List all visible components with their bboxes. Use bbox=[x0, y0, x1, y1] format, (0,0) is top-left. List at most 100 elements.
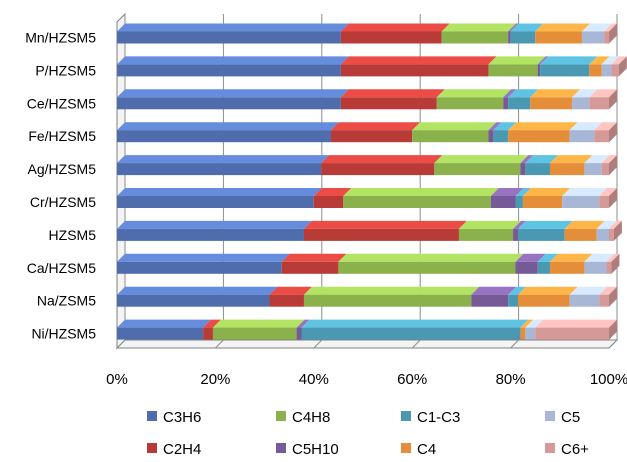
bar-segment-top bbox=[269, 286, 312, 295]
bar-segment bbox=[510, 31, 536, 44]
bar-stacks bbox=[117, 23, 627, 340]
bar-segment bbox=[508, 130, 570, 143]
bar-segment-top bbox=[303, 286, 480, 295]
bar-segment-top bbox=[441, 23, 517, 32]
bar-segment bbox=[117, 196, 314, 208]
x-tick-label: 0% bbox=[106, 371, 128, 388]
bar-segment bbox=[412, 130, 489, 143]
gridline-floor bbox=[116, 339, 126, 349]
bar-segment-top bbox=[117, 56, 349, 65]
bar-segment-top bbox=[117, 155, 330, 164]
legend-item: C1-C3 bbox=[401, 409, 460, 426]
bar-row bbox=[117, 89, 617, 110]
bar-segment-top bbox=[549, 155, 593, 164]
bar-segment-top bbox=[340, 23, 450, 32]
bar-segment bbox=[513, 228, 518, 241]
bar-segment-top bbox=[471, 286, 517, 295]
bar-segment-top bbox=[343, 188, 499, 196]
bar-segment-top bbox=[589, 56, 610, 65]
y-tick-label: Mn/HZSM5 bbox=[25, 30, 96, 46]
bar-segment-top bbox=[508, 23, 519, 32]
legend-item: C4H8 bbox=[276, 409, 330, 426]
bar-segment bbox=[584, 163, 602, 176]
bar-segment-top bbox=[117, 188, 322, 196]
bar-row bbox=[117, 188, 617, 208]
legend-label: C5 bbox=[561, 409, 580, 426]
bar-segment-top bbox=[535, 23, 590, 32]
y-tick-label: Fe/HZSM5 bbox=[28, 128, 96, 144]
bar-segment-top bbox=[117, 122, 340, 131]
bar-segment bbox=[589, 64, 602, 77]
bar-segment-top bbox=[313, 188, 352, 196]
bar-end-cap bbox=[609, 188, 617, 208]
bar-segment-top bbox=[569, 122, 603, 131]
bar-segment bbox=[537, 261, 550, 274]
legend-swatch bbox=[147, 443, 157, 453]
bar-segment-top bbox=[488, 122, 502, 131]
bar-segment bbox=[520, 327, 526, 340]
bar-segment-top bbox=[296, 319, 310, 328]
bar-segment bbox=[522, 196, 563, 208]
bar-segment bbox=[601, 163, 609, 176]
bar-segment-top bbox=[117, 319, 212, 328]
bar-segment bbox=[549, 261, 585, 274]
bar-segment-top bbox=[611, 56, 627, 65]
bar-segment bbox=[117, 294, 270, 307]
bar-segment bbox=[303, 228, 459, 241]
bar-segment-top bbox=[338, 253, 524, 262]
bar-segment bbox=[535, 31, 582, 44]
bar-segment-top bbox=[569, 286, 608, 295]
legend-item: C6+ bbox=[545, 441, 589, 458]
bar-segment-top bbox=[117, 253, 290, 262]
bar-end-cap bbox=[609, 286, 617, 307]
bar-end-cap bbox=[613, 220, 622, 241]
bar-segment bbox=[589, 97, 609, 110]
bar-segment bbox=[321, 163, 435, 176]
bar-segment bbox=[508, 294, 518, 307]
bar-segment bbox=[117, 327, 204, 340]
bar-segment bbox=[331, 130, 413, 143]
legend-label: C2H4 bbox=[163, 441, 201, 458]
bar-segment-top bbox=[117, 89, 349, 98]
bar-row bbox=[117, 56, 627, 77]
bar-segment bbox=[609, 228, 614, 241]
bar-segment bbox=[338, 261, 516, 274]
bar-row bbox=[117, 253, 620, 274]
bar-segment-top bbox=[535, 319, 617, 328]
bar-segment-top bbox=[606, 253, 620, 262]
bar-end-cap bbox=[609, 23, 617, 44]
bar-segment-top bbox=[596, 220, 617, 229]
bar-segment-top bbox=[212, 319, 305, 328]
x-tick-label: 80% bbox=[496, 371, 526, 388]
bar-segment-top bbox=[589, 89, 617, 98]
bar-segment-top bbox=[601, 155, 617, 164]
y-tick-label: Ca/HZSM5 bbox=[27, 260, 96, 276]
bar-row bbox=[117, 319, 617, 340]
bar-segment bbox=[517, 228, 565, 241]
bar-end-cap bbox=[609, 155, 617, 176]
bar-segment bbox=[471, 294, 509, 307]
floor bbox=[115, 339, 619, 349]
bar-segment bbox=[596, 228, 609, 241]
bar-segment-top bbox=[584, 253, 615, 262]
bar-segment-top bbox=[540, 56, 598, 65]
bar-segment bbox=[562, 196, 600, 208]
bar-segment bbox=[604, 31, 609, 44]
bar-end-cap bbox=[609, 89, 617, 110]
legend: C3H6 C2H4 C4H8 C5H10 C1-C3 C4 C5 C6+ bbox=[147, 409, 589, 458]
bar-segment-top bbox=[537, 253, 558, 262]
bar-segment bbox=[212, 327, 297, 340]
legend-item: C2H4 bbox=[147, 441, 201, 458]
y-tick-label: Cr/HZSM5 bbox=[30, 194, 96, 210]
bar-segment bbox=[117, 64, 341, 77]
x-axis-labels: 0% 20% 40% 60% 80% 100% bbox=[106, 371, 627, 388]
bar-segment bbox=[303, 294, 472, 307]
bar-segment-top bbox=[601, 56, 620, 65]
legend-swatch bbox=[545, 411, 555, 421]
bar-segment bbox=[117, 163, 322, 176]
bar-end-cap bbox=[618, 56, 627, 77]
bar-segment-top bbox=[513, 220, 526, 229]
bar-segment bbox=[515, 261, 538, 274]
bar-segment bbox=[488, 64, 538, 77]
